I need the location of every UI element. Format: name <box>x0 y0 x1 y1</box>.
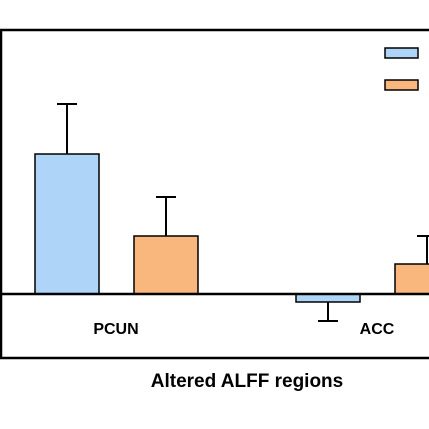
x-axis-label: Altered ALFF regions <box>151 371 343 392</box>
bar <box>133 235 199 295</box>
bar <box>34 153 100 295</box>
plot-frame <box>0 28 429 360</box>
legend-swatch <box>384 79 419 91</box>
error-bar <box>417 235 429 264</box>
bar <box>394 263 429 295</box>
legend-swatch <box>384 47 419 59</box>
x-tick-label: PCUN <box>93 321 138 338</box>
error-bar <box>318 302 338 322</box>
error-bar <box>156 196 176 236</box>
error-bar <box>57 103 77 154</box>
x-tick-label: ACC <box>360 321 395 338</box>
